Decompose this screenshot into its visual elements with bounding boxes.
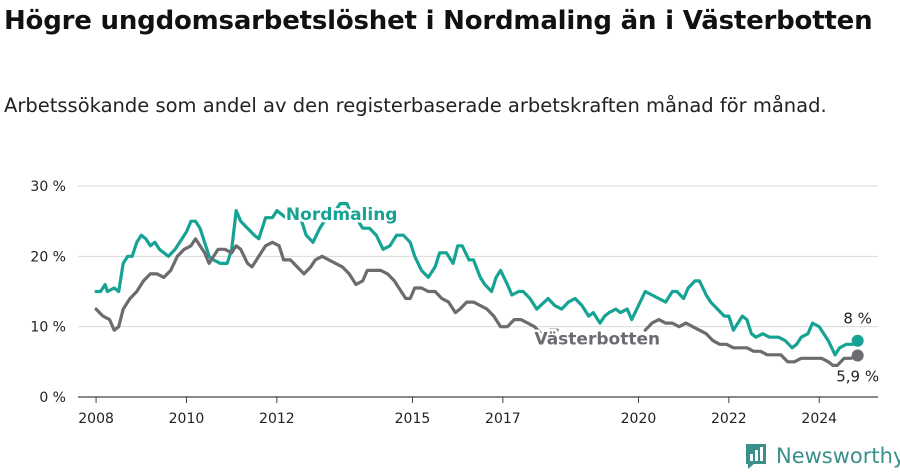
series-label: Nordmaling (286, 205, 398, 225)
y-tick-label: 20 % (30, 249, 66, 265)
chart-subtitle: Arbetssökande som andel av den registerb… (4, 94, 827, 117)
x-tick-label: 2020 (621, 411, 657, 427)
y-tick-label: 0 % (39, 390, 66, 406)
x-tick-label: 2008 (78, 411, 114, 427)
series-line-vsterbotten (94, 237, 548, 339)
x-tick-label: 2022 (711, 411, 747, 427)
x-tick-label: 2010 (169, 411, 205, 427)
y-tick-label: 30 % (30, 179, 66, 195)
y-tick-label: 10 % (30, 320, 66, 336)
x-tick-label: 2017 (485, 411, 521, 427)
series-label: Västerbotten (534, 329, 660, 349)
series-line-nordmaling (94, 202, 860, 357)
end-point-marker (851, 349, 864, 362)
end-value-label: 8 % (843, 310, 872, 328)
brand-name: Newsworthy (776, 444, 900, 468)
x-tick-label: 2012 (259, 411, 295, 427)
series-line-segment (643, 318, 860, 367)
series-labels: Nordmaling Västerbotten 8 % 5,9 % (283, 202, 881, 387)
chart-title: Högre ungdomsarbetslöshet i Nordmaling ä… (4, 6, 873, 36)
gridlines (78, 185, 878, 398)
axes: 0 % 10 % 20 % 30 % 2008 2010 2012 2015 2017 2020 2… (30, 179, 837, 427)
end-point-marker (851, 334, 864, 347)
end-value-label: 5,9 % (836, 368, 879, 386)
x-tick-label: 2015 (395, 411, 431, 427)
series-lines (94, 202, 860, 367)
newsworthy-logo: Newsworthy (744, 440, 900, 472)
x-tick-label: 2024 (801, 411, 837, 427)
newsworthy-logo-icon (746, 444, 766, 469)
